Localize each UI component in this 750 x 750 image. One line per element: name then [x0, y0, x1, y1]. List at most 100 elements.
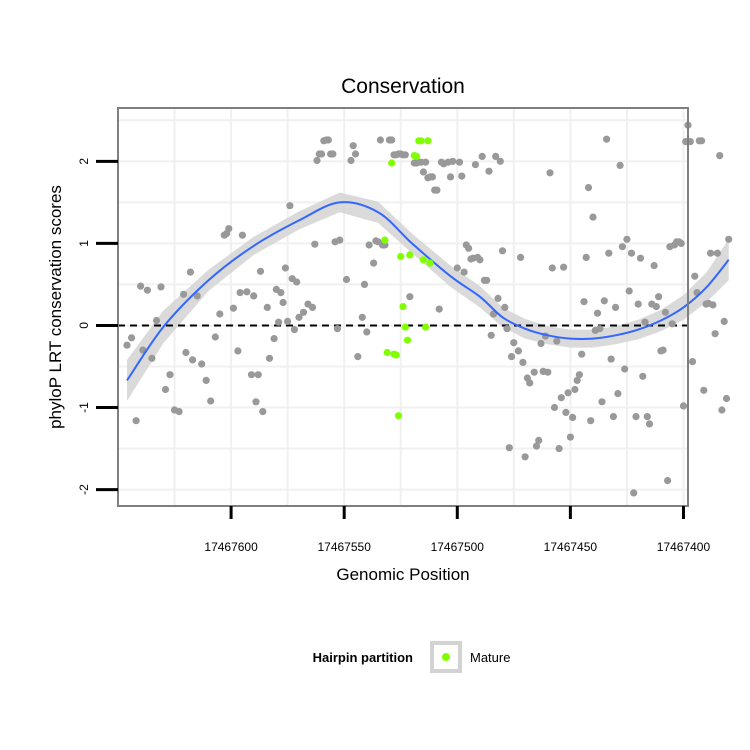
data-point [492, 152, 500, 160]
data-point [639, 372, 647, 380]
data-point [175, 408, 183, 416]
data-point [560, 263, 568, 271]
data-point-mature [381, 236, 389, 244]
data-point [401, 151, 409, 159]
x-axis-title: Genomic Position [336, 565, 469, 584]
data-point [600, 297, 608, 305]
data-point-mature [397, 252, 405, 261]
data-point [557, 394, 565, 402]
x-tick-label: 17467550 [317, 540, 371, 554]
smooth-line [126, 201, 730, 381]
data-point-mature [392, 351, 400, 359]
data-point [700, 386, 708, 394]
data-point [318, 150, 326, 158]
data-point [284, 317, 292, 325]
data-point [238, 231, 246, 239]
data-point [537, 339, 545, 348]
data-point [634, 300, 642, 308]
data-point [157, 283, 165, 291]
data-point [508, 353, 516, 361]
data-point [609, 413, 618, 421]
data-point [698, 137, 706, 145]
data-point [277, 289, 285, 297]
data-point [243, 288, 251, 296]
legend: Hairpin partition Mature [313, 641, 510, 673]
data-point [471, 161, 479, 169]
data-point [487, 331, 495, 339]
data-point [290, 326, 298, 334]
data-point-mature [401, 323, 409, 331]
data-point [494, 294, 502, 302]
data-point [655, 293, 663, 301]
data-point [216, 310, 224, 318]
data-point-mature [383, 348, 391, 357]
data-point [336, 236, 344, 244]
data-point-mature [417, 137, 425, 145]
data-point [526, 379, 534, 387]
data-point [198, 360, 206, 368]
data-point [460, 268, 468, 276]
y-tick-label: -1 [77, 402, 91, 413]
data-point [623, 235, 631, 243]
data-point [630, 489, 638, 497]
data-point [478, 152, 486, 160]
x-tick-label: 17467450 [544, 540, 598, 554]
y-axis: -2 -1 0 1 2 [77, 158, 118, 495]
data-point [652, 303, 660, 311]
data-point [505, 444, 513, 452]
data-point [299, 308, 308, 316]
data-point [446, 173, 455, 181]
data-point [550, 403, 559, 412]
data-point-mature [426, 259, 434, 267]
data-point [143, 286, 151, 294]
data-point [562, 408, 570, 416]
data-point [569, 413, 577, 421]
data-point [501, 303, 509, 311]
data-point [234, 347, 242, 355]
data-point [598, 398, 606, 406]
data-point [711, 330, 719, 338]
data-point [605, 249, 613, 257]
data-point [263, 303, 271, 311]
points-other [123, 121, 733, 497]
data-point [313, 156, 321, 165]
data-point [465, 244, 473, 252]
data-point-mature [399, 303, 407, 311]
data-point [571, 385, 579, 394]
data-point [180, 290, 188, 298]
data-point [603, 135, 611, 143]
data-point [612, 303, 620, 311]
data-point [485, 167, 493, 175]
data-point [388, 136, 396, 144]
x-tick-label: 17467500 [431, 540, 485, 554]
data-point [532, 442, 541, 450]
plot-panel [117, 107, 733, 507]
data-point [659, 346, 667, 354]
data-point [650, 262, 658, 270]
data-point [584, 184, 593, 192]
data-point [286, 202, 294, 210]
y-tick-label: 2 [77, 158, 91, 165]
data-point [546, 169, 554, 177]
data-point [453, 264, 461, 272]
data-point [279, 298, 287, 307]
data-point [716, 152, 724, 160]
points-mature [381, 137, 434, 420]
data-point [148, 354, 156, 362]
data-point [517, 253, 525, 261]
legend-label-mature: Mature [470, 650, 510, 665]
data-point [406, 293, 414, 301]
data-point [458, 172, 466, 180]
data-point [189, 356, 197, 364]
data-point [252, 398, 260, 406]
data-point [503, 325, 511, 333]
data-point [428, 173, 436, 181]
data-point [582, 253, 590, 261]
data-point [607, 355, 615, 363]
y-tick-label: 0 [77, 322, 91, 329]
y-tick-label: -2 [77, 484, 91, 495]
data-point [270, 335, 278, 343]
y-tick-label: 1 [77, 240, 91, 247]
data-point [202, 376, 210, 384]
